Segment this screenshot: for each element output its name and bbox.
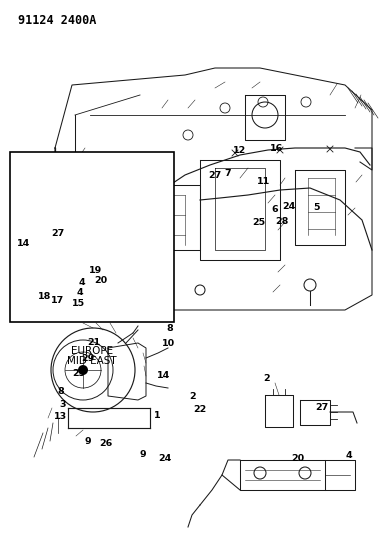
Text: 29: 29 [82, 354, 95, 362]
Text: 9: 9 [85, 437, 91, 446]
Text: 26: 26 [99, 440, 113, 448]
Text: 12: 12 [232, 147, 246, 155]
Text: 20: 20 [94, 277, 108, 285]
Text: 8: 8 [166, 325, 173, 333]
Text: 24: 24 [158, 454, 171, 463]
Text: 19: 19 [89, 266, 103, 275]
Text: 25: 25 [252, 219, 265, 227]
Text: 4: 4 [79, 278, 85, 287]
Text: 6: 6 [272, 205, 278, 214]
Text: 1: 1 [154, 411, 160, 420]
Text: 28: 28 [275, 217, 288, 225]
Text: 2: 2 [263, 374, 270, 383]
Text: 4: 4 [77, 288, 83, 297]
Text: 18: 18 [38, 293, 52, 301]
Text: 4: 4 [346, 451, 352, 460]
Text: 11: 11 [257, 177, 270, 185]
Text: 10: 10 [162, 340, 175, 348]
Text: 5: 5 [314, 204, 320, 212]
Text: 14: 14 [17, 239, 30, 247]
Text: 17: 17 [51, 296, 65, 304]
Text: 21: 21 [87, 338, 101, 347]
Text: MID EAST: MID EAST [67, 356, 117, 366]
Text: 27: 27 [315, 403, 328, 412]
Bar [10, 152, 174, 322]
Text: 22: 22 [193, 405, 207, 414]
Text: 15: 15 [72, 300, 85, 308]
Text: 24: 24 [283, 203, 296, 211]
Text: 2: 2 [189, 392, 195, 401]
Text: 23: 23 [72, 369, 85, 377]
Text: 7: 7 [225, 169, 231, 177]
Text: 20: 20 [291, 454, 305, 463]
Text: 9: 9 [140, 450, 146, 459]
Circle shape [78, 365, 88, 375]
Text: 91124 2400A: 91124 2400A [18, 14, 96, 27]
Text: EUROPE: EUROPE [71, 346, 113, 356]
Text: 14: 14 [157, 371, 171, 379]
Text: 16: 16 [270, 144, 283, 152]
Text: 27: 27 [51, 229, 65, 238]
Text: 3: 3 [60, 400, 66, 408]
Text: 13: 13 [54, 413, 67, 421]
Text: 27: 27 [208, 172, 221, 180]
Text: 8: 8 [57, 387, 64, 396]
